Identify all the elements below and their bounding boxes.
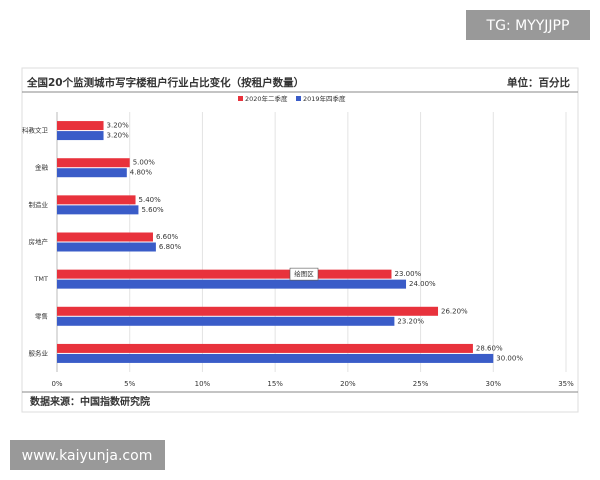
value-label: 26.20% xyxy=(441,307,468,315)
bar xyxy=(57,121,104,131)
y-tick-label: 制造业 xyxy=(29,200,49,209)
value-label: 3.20% xyxy=(107,122,130,130)
bar xyxy=(57,131,104,141)
website: www.kaiyunja.com xyxy=(22,448,153,464)
y-tick-label: 服务业 xyxy=(29,348,49,357)
bar xyxy=(57,306,439,316)
value-label: 6.80% xyxy=(159,243,182,251)
x-tick-label: 30% xyxy=(486,380,502,388)
value-label: 28.60% xyxy=(476,344,503,352)
value-label: 5.60% xyxy=(141,206,164,214)
bar xyxy=(57,195,136,205)
y-tick-label: 金融 xyxy=(35,163,49,172)
legend-swatch xyxy=(238,96,243,101)
x-tick-label: 35% xyxy=(558,380,574,388)
y-tick-label: 零售 xyxy=(35,311,48,320)
bar xyxy=(57,353,494,363)
bar xyxy=(57,158,130,168)
x-tick-label: 0% xyxy=(51,380,62,388)
bar xyxy=(57,343,473,353)
plot: 0% 5% 10% 15% 20% 25% 30% 35% 2020年二季度 2019年四季度科教… xyxy=(22,94,574,388)
bar xyxy=(57,205,139,215)
bar xyxy=(57,168,127,178)
watermark: TG: MYYJJPP xyxy=(486,18,570,34)
value-label: 5.40% xyxy=(139,196,162,204)
x-tick-label: 5% xyxy=(124,380,135,388)
annotation: 绘图区 xyxy=(294,269,314,278)
value-label: 4.80% xyxy=(130,169,153,177)
legend-label: 2019年四季度 xyxy=(303,94,346,103)
legend-swatch xyxy=(296,96,301,101)
bar xyxy=(57,279,407,289)
watermark-box xyxy=(466,10,590,40)
legend-label: 2020年二季度 xyxy=(245,94,288,103)
annotation-box xyxy=(289,267,319,281)
bar xyxy=(57,316,395,326)
x-tick-label: 20% xyxy=(340,380,356,388)
y-tick-label: TMT xyxy=(33,275,48,283)
value-label: 3.20% xyxy=(107,132,130,140)
x-tick-label: 10% xyxy=(195,380,211,388)
value-label: 24.00% xyxy=(409,280,436,288)
x-tick-label: 15% xyxy=(267,380,283,388)
y-tick-label: 科教文卫 xyxy=(22,126,49,135)
website-box xyxy=(10,440,165,470)
y-tick-label: 房地产 xyxy=(29,237,49,246)
source: 数据来源：中国指数研究院 xyxy=(30,395,150,408)
value-label: 6.60% xyxy=(156,233,179,241)
value-label: 5.00% xyxy=(133,159,156,167)
chart-title: 全国20个监测城市写字楼租户行业占比变化（按租户数量） xyxy=(26,76,304,89)
unit-label: 单位：百分比 xyxy=(507,76,570,89)
bar xyxy=(57,232,153,242)
value-label: 23.00% xyxy=(394,270,421,278)
value-label: 30.00% xyxy=(496,354,523,362)
bar xyxy=(57,269,392,279)
bar xyxy=(57,242,156,252)
value-label: 23.20% xyxy=(397,317,424,325)
x-tick-label: 25% xyxy=(413,380,429,388)
